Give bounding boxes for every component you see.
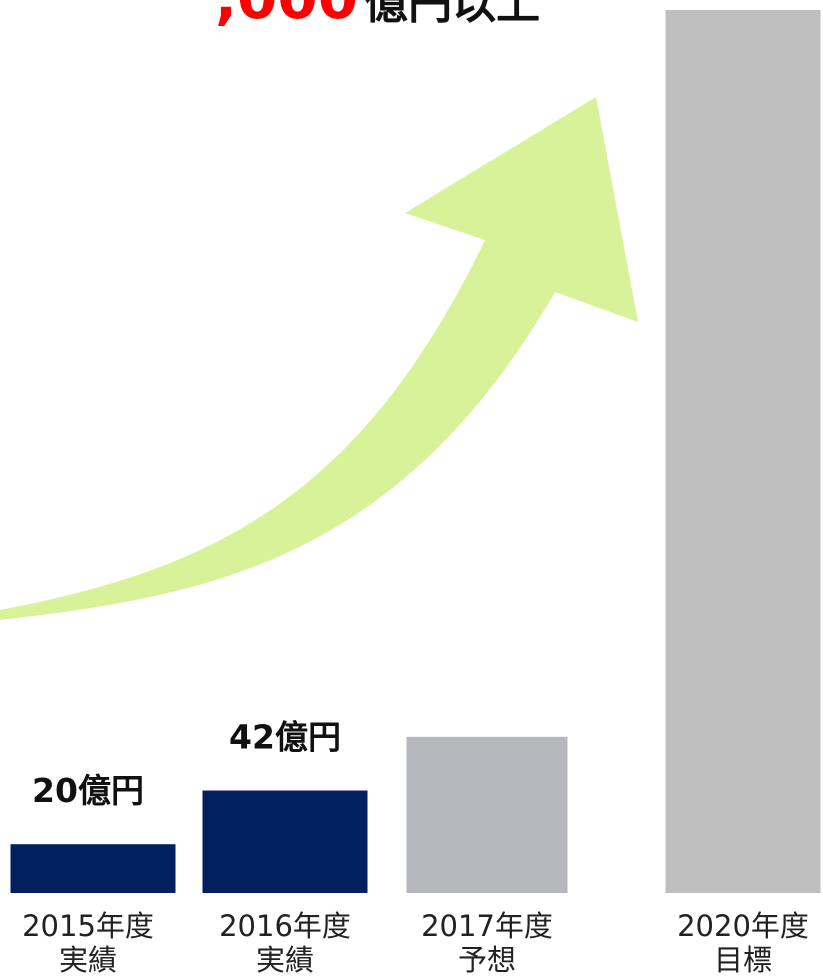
tick-label-2-line-1: 2016年度 (219, 909, 351, 943)
tick-label-4-line-2: 目標 (714, 943, 772, 977)
tick-label-4-line-1: 2020年度 (677, 909, 809, 943)
tick-label-2-line-2: 実績 (256, 943, 314, 977)
title-rest: 億円以上 (364, 0, 540, 29)
tick-label-3-line-2: 予想 (458, 943, 516, 977)
bar-3 (406, 736, 568, 893)
chart-title: ,000億円以上 (215, 0, 540, 32)
tick-label-1-line-1: 2015年度 (22, 909, 154, 943)
bar-series (10, 10, 821, 893)
tick-label-1-line-2: 実績 (59, 943, 117, 977)
bar-4 (665, 10, 821, 893)
growth-arrow-icon (0, 97, 638, 620)
data-labels: 20億円 42億円 (32, 718, 341, 811)
bar-1 (10, 844, 176, 893)
tick-label-3-line-1: 2017年度 (421, 909, 553, 943)
data-label-1: 20億円 (32, 771, 144, 810)
title-highlight: ,000 (215, 0, 358, 32)
data-label-2: 42億円 (229, 718, 341, 757)
bar-2 (202, 790, 368, 893)
